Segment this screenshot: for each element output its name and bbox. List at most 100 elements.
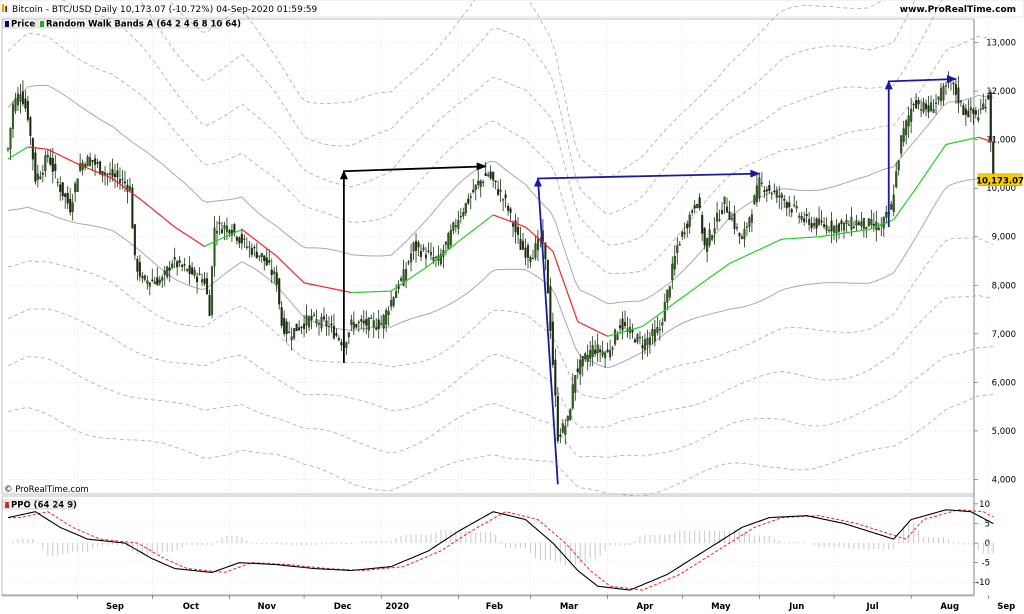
band-mid-line [67,158,71,161]
candle-body [21,91,24,105]
candle-body [9,128,12,150]
candle-body [303,323,306,329]
band-mid-line [50,150,54,153]
band-mid-line [246,232,250,236]
candle-body [345,342,348,348]
band-mid-line [925,169,930,174]
band-mid-line [413,273,417,277]
band-mid-line [978,136,981,139]
candle-body [748,217,751,228]
band-mid-line [137,196,141,200]
band-mid-line [141,200,146,204]
candle-body [111,169,114,177]
candle-body [611,347,614,350]
band-mid-line [716,270,720,273]
candle-body [405,269,408,281]
band-mid-line [908,194,912,200]
candle-body [877,227,880,231]
candle-body [395,291,398,299]
candle-body [728,211,731,220]
x-tick-label: 2020 [385,602,409,612]
band-mid-line [390,288,394,292]
band-mid-line [139,198,143,202]
band-mid-line [652,316,656,320]
candle-body [312,314,316,316]
candle-body [101,171,104,176]
candle-body [208,294,211,317]
band-mid-line [79,164,83,167]
band-mid-line [759,247,763,251]
band-mid-line [871,226,875,230]
candle-body [275,272,278,285]
candle-body [432,257,435,261]
candle-body [507,206,510,211]
candle-body [969,107,972,111]
candle-body [464,202,467,214]
y-tick-label: 12,000 [986,87,1016,97]
candle-body [708,229,711,246]
candle-body [982,103,985,110]
band-mid-line [271,251,275,255]
band-mid-line [893,215,897,221]
band-mid-line [602,333,606,336]
candle-body [745,226,748,228]
candle-body [34,152,37,182]
band-mid-line [657,313,661,317]
candle-body [920,109,923,111]
band-mid-line [706,277,710,281]
band-mid-line [146,204,151,208]
candle-body [827,229,831,232]
band-mid-line [156,212,161,216]
band-mid-line [731,260,735,263]
x-tick-label: Oct [183,602,199,612]
band-mid-line [206,243,210,246]
lower-band-4 [7,346,994,458]
band-mid-line [149,206,153,210]
band-mid-line [403,280,407,284]
band-mid-line [316,284,320,287]
candle-body [439,253,442,265]
band-mid-line [905,198,910,203]
band-mid-line [169,222,173,226]
candle-body [370,317,373,319]
band-mid-line [398,283,402,287]
candle-body [566,415,569,422]
band-mid-line [415,272,419,275]
x-tick-label: Nov [258,602,277,612]
candle-body [153,281,156,285]
candle-body [793,204,796,206]
band-mid-line [980,137,984,140]
candle-body [268,260,271,263]
band-mid-line [129,191,133,194]
band-mid-line [311,283,315,286]
band-mid-line [281,260,285,264]
band-mid-line [268,249,273,253]
band-mid-line [447,247,452,251]
candle-body [773,190,776,192]
band-mid-line [241,228,245,232]
candle-body [606,349,609,353]
candle-body [818,218,821,225]
candle-body [362,320,365,324]
band-mid-line [159,214,163,218]
candle-body [569,409,572,421]
band-mid-line [62,156,66,159]
candle-body [400,278,403,281]
candle-body [716,212,719,222]
band-mid-line [256,240,260,244]
candle-body [250,247,253,255]
band-mid-line [654,315,658,318]
y-tick-label: 7,000 [992,330,1016,340]
candle-body [158,279,161,284]
band-mid-line [594,329,598,332]
band-mid-line [273,253,278,257]
candle-body [815,218,818,229]
candle-body [977,117,980,121]
band-mid-line [428,263,432,267]
candle-body [989,92,992,142]
band-mid-line [895,212,900,217]
band-mid-line [196,241,200,244]
candle-body [706,238,709,252]
band-mid-line [960,139,964,142]
band-mid-line [632,328,636,330]
